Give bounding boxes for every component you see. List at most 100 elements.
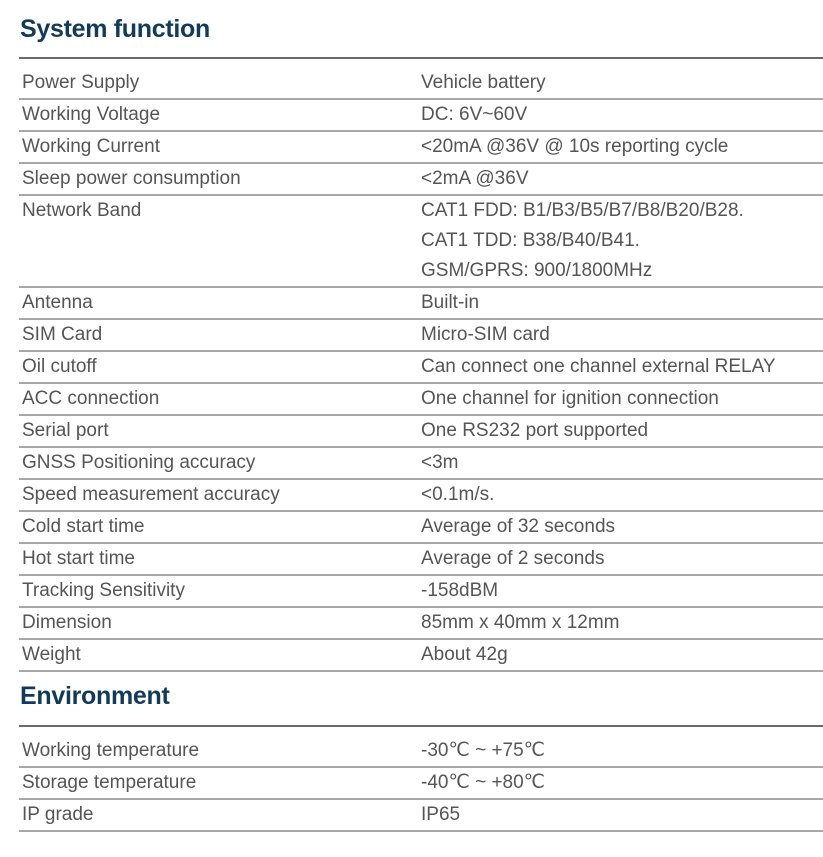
spec-row: Cold start time Average of 32 seconds (19, 512, 823, 544)
spec-value-text: Vehicle battery (421, 72, 546, 93)
spec-value: Micro-SIM card (421, 320, 823, 350)
spec-label-text: Working Current (22, 136, 160, 157)
spec-label-text: GNSS Positioning accuracy (22, 452, 256, 473)
spec-label: Serial port (19, 416, 421, 446)
spec-label-text: Antenna (22, 292, 93, 313)
spec-value-text: CAT1 TDD: B38/B40/B41. (421, 230, 640, 251)
spec-label: Working temperature (19, 727, 421, 766)
spec-row: Tracking Sensitivity -158dBM (19, 576, 823, 608)
spec-row: Working temperature -30℃ ~ +75℃ (19, 727, 823, 768)
spec-value: Built-in (421, 288, 823, 318)
spec-value: One channel for ignition connection (421, 384, 823, 414)
spec-value: Vehicle battery (421, 59, 823, 98)
spec-row: Weight About 42g (19, 640, 823, 672)
spec-label: IP grade (19, 800, 421, 830)
spec-label-text: Storage temperature (22, 772, 197, 793)
spec-value-text: One channel for ignition connection (421, 388, 719, 409)
spec-value-text: IP65 (421, 804, 461, 825)
spec-label-text: Sleep power consumption (22, 168, 241, 189)
spec-label: Storage temperature (19, 768, 421, 798)
spec-label: SIM Card (19, 320, 421, 350)
spec-value-text: Can connect one channel external RELAY (421, 356, 776, 377)
spec-label: Weight (19, 640, 421, 670)
spec-row: Network Band CAT1 FDD: B1/B3/B5/B7/B8/B20… (19, 196, 823, 288)
spec-label-text: IP grade (22, 804, 94, 825)
spec-row: Speed measurement accuracy <0.1m/s. (19, 480, 823, 512)
system-function-table: Power Supply Vehicle battery Working Volta… (19, 57, 823, 672)
spec-row: Oil cutoff Can connect one channel extern… (19, 352, 823, 384)
spec-label-text: Hot start time (22, 548, 135, 569)
spec-label-text: ACC connection (22, 388, 160, 409)
spec-row: Working Current <20mA @36V @ 10s reportin… (19, 132, 823, 164)
spec-row: Hot start time Average of 2 seconds (19, 544, 823, 576)
spec-value: CAT1 FDD: B1/B3/B5/B7/B8/B20/B28. CAT1 TD… (421, 196, 823, 286)
spec-label-text: Working Voltage (22, 104, 161, 125)
spec-value: <0.1m/s. (421, 480, 823, 510)
spec-value-text: <0.1m/s. (421, 484, 495, 505)
spec-value-text: About 42g (421, 644, 508, 665)
spec-value-text: Built-in (421, 292, 480, 313)
spec-label: Network Band (19, 196, 421, 286)
spec-value-text: GSM/GPRS: 900/1800MHz (421, 260, 653, 281)
spec-label-text: SIM Card (22, 324, 103, 345)
spec-label-text: Oil cutoff (22, 356, 97, 377)
spec-label-text: Cold start time (22, 516, 145, 537)
spec-row: Serial port One RS232 port supported (19, 416, 823, 448)
spec-label: Power Supply (19, 59, 421, 98)
spec-label: Sleep power consumption (19, 164, 421, 194)
environment-table: Working temperature -30℃ ~ +75℃ Storage te… (19, 725, 823, 832)
spec-row: SIM Card Micro-SIM card (19, 320, 823, 352)
spec-label-text: Dimension (22, 612, 112, 633)
spec-label-text: Network Band (22, 200, 142, 221)
spec-label-text: Tracking Sensitivity (22, 580, 185, 601)
spec-value: -158dBM (421, 576, 823, 606)
spec-label-text: Working temperature (22, 740, 200, 761)
spec-label: Speed measurement accuracy (19, 480, 421, 510)
spec-label: Dimension (19, 608, 421, 638)
spec-value: <20mA @36V @ 10s reporting cycle (421, 132, 823, 162)
spec-label-text: Weight (22, 644, 81, 665)
spec-value-text: One RS232 port supported (421, 420, 649, 441)
spec-value: One RS232 port supported (421, 416, 823, 446)
spec-value: Average of 32 seconds (421, 512, 823, 542)
spec-label: Cold start time (19, 512, 421, 542)
spec-value-text: Micro-SIM card (421, 324, 550, 345)
spec-value: <2mA @36V (421, 164, 823, 194)
spec-label: Working Voltage (19, 100, 421, 130)
spec-value-text: Average of 32 seconds (421, 516, 616, 537)
spec-value-text: <3m (421, 452, 459, 473)
spec-label: Tracking Sensitivity (19, 576, 421, 606)
spec-label: ACC connection (19, 384, 421, 414)
spec-label: Working Current (19, 132, 421, 162)
spec-value: 85mm x 40mm x 12mm (421, 608, 823, 638)
spec-value: About 42g (421, 640, 823, 670)
spec-value-text: <2mA @36V (421, 168, 529, 189)
spec-row: Power Supply Vehicle battery (19, 59, 823, 100)
spec-value: <3m (421, 448, 823, 478)
spec-label: GNSS Positioning accuracy (19, 448, 421, 478)
spec-row: Antenna Built-in (19, 288, 823, 320)
spec-value-text: CAT1 FDD: B1/B3/B5/B7/B8/B20/B28. (421, 200, 744, 221)
spec-value-text: -40℃ ~ +80℃ (421, 772, 546, 793)
spec-label-text: Power Supply (22, 72, 140, 93)
spec-value-text: DC: 6V~60V (421, 104, 528, 125)
spec-label: Antenna (19, 288, 421, 318)
system-function-title: System function (20, 15, 210, 43)
spec-value-text: -158dBM (421, 580, 499, 601)
spec-label-text: Speed measurement accuracy (22, 484, 280, 505)
spec-label-text: Serial port (22, 420, 109, 441)
spec-value-text: -30℃ ~ +75℃ (421, 740, 546, 761)
spec-value: -40℃ ~ +80℃ (421, 768, 823, 798)
spec-value: Average of 2 seconds (421, 544, 823, 574)
spec-label: Hot start time (19, 544, 421, 574)
spec-row: IP grade IP65 (19, 800, 823, 832)
spec-value: DC: 6V~60V (421, 100, 823, 130)
spec-value-text: Average of 2 seconds (421, 548, 605, 569)
spec-value: Can connect one channel external RELAY (421, 352, 823, 382)
spec-label: Oil cutoff (19, 352, 421, 382)
spec-row: Dimension 85mm x 40mm x 12mm (19, 608, 823, 640)
spec-row: ACC connection One channel for ignition c… (19, 384, 823, 416)
spec-row: Sleep power consumption <2mA @36V (19, 164, 823, 196)
spec-value-text: 85mm x 40mm x 12mm (421, 612, 620, 633)
spec-row: Storage temperature -40℃ ~ +80℃ (19, 768, 823, 800)
